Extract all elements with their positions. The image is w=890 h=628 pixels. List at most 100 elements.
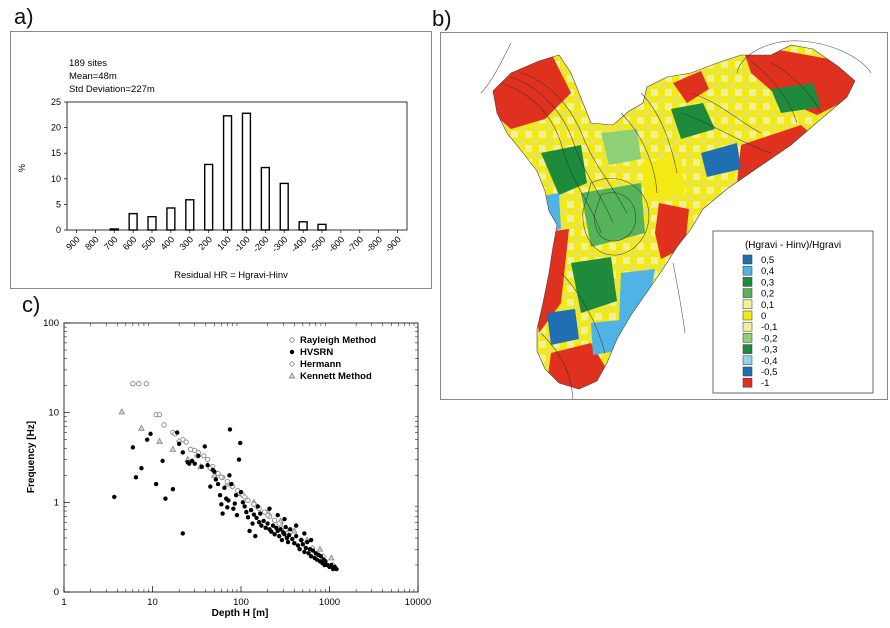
scatter-point-hvsrn bbox=[261, 518, 266, 524]
scatter-point-hvsrn bbox=[282, 532, 287, 537]
scatter-point-hvsrn bbox=[174, 430, 180, 435]
legend-label: 0,4 bbox=[761, 266, 774, 277]
scatter-point-hvsrn bbox=[306, 551, 311, 556]
scatter-point-hvsrn bbox=[189, 458, 195, 464]
scatter-point-hermann bbox=[288, 360, 296, 368]
legend-swatch bbox=[742, 299, 753, 310]
scatter-point-hvsrn bbox=[139, 466, 144, 471]
scatter-point-hermann bbox=[218, 474, 225, 481]
scatter-point-hvsrn bbox=[236, 457, 242, 462]
scatter-point-kennett bbox=[211, 471, 218, 478]
scatter-xtick-label: 1 bbox=[61, 597, 66, 608]
scatter-point-hvsrn bbox=[244, 509, 249, 515]
histogram-bar bbox=[147, 215, 157, 231]
scatter-point-hvsrn bbox=[283, 524, 288, 530]
scatter-point-hvsrn bbox=[205, 462, 210, 468]
scatter-point-hvsrn bbox=[233, 493, 239, 498]
scatter-point-hvsrn bbox=[112, 494, 117, 500]
scatter-point-rayleigh bbox=[156, 412, 163, 418]
scatter-point-hvsrn bbox=[286, 532, 292, 538]
scatter-point-kennett bbox=[316, 545, 324, 552]
legend-label: -0,1 bbox=[761, 322, 777, 333]
histogram-xtick-label: 600 bbox=[121, 234, 139, 252]
histogram-xtick-label: -200 bbox=[251, 234, 271, 254]
scatter-point-hvsrn bbox=[242, 504, 247, 509]
histogram-xtick-label: -700 bbox=[345, 234, 365, 254]
scatter-point-kennett bbox=[328, 554, 335, 561]
legend-swatch bbox=[742, 355, 753, 366]
histogram-xtick-label: 900 bbox=[64, 234, 82, 252]
scatter-point-hvsrn bbox=[202, 444, 208, 449]
map-panel: (Hgravi - Hinv)/Hgravi 0,5 0,4 0,3 0,2 0,1 0-… bbox=[440, 32, 888, 400]
histogram-xtick-label: -500 bbox=[308, 234, 328, 254]
scatter-legend-label: Kennett Method bbox=[300, 371, 372, 382]
scatter-point-hvsrn bbox=[302, 549, 307, 555]
legend-swatch bbox=[742, 321, 753, 332]
scatter-point-hvsrn bbox=[293, 533, 299, 539]
scatter-point-hvsrn bbox=[212, 469, 217, 474]
histogram-bar bbox=[166, 207, 176, 231]
scatter-point-kennett bbox=[288, 372, 296, 379]
map-legend: (Hgravi - Hinv)/Hgravi 0,50,40,30,20,10-… bbox=[712, 230, 874, 394]
histogram-xtick-label: 700 bbox=[102, 234, 120, 252]
histogram-xtick-label: 500 bbox=[140, 234, 158, 252]
scatter-point-kennett bbox=[138, 424, 145, 431]
scatter-point-hvsrn bbox=[323, 559, 328, 564]
scatter-point-hvsrn bbox=[267, 506, 272, 511]
scatter-point-hvsrn bbox=[248, 507, 254, 513]
legend-label: 0,1 bbox=[761, 300, 774, 311]
scatter-panel: Frequency [Hz] Depth H [m] 1 10 100 1000 100… bbox=[0, 300, 440, 623]
scatter-point-hvsrn bbox=[254, 515, 259, 521]
scatter-xlabel: Depth H [m] bbox=[212, 608, 269, 619]
scatter-point-hvsrn bbox=[213, 477, 219, 482]
histogram-bar bbox=[260, 166, 271, 231]
scatter-point-hvsrn bbox=[295, 543, 301, 548]
scatter-point-rayleigh bbox=[161, 422, 167, 428]
panel-label-b: b) bbox=[432, 6, 452, 31]
scatter-point-hvsrn bbox=[297, 547, 302, 552]
scatter-legend-label: Rayleigh Method bbox=[300, 335, 376, 346]
scatter-ytick-label: 0 bbox=[54, 587, 59, 598]
legend-label: 0,2 bbox=[761, 289, 774, 300]
scatter-chart: Frequency [Hz] Depth H [m] 1 10 100 1000 100… bbox=[26, 318, 431, 619]
legend-swatch bbox=[742, 277, 753, 287]
scatter-point-hvsrn bbox=[258, 511, 263, 516]
scatter-point-hermann bbox=[241, 493, 248, 501]
scatter-point-hvsrn bbox=[300, 542, 306, 547]
scatter-point-hvsrn bbox=[148, 431, 153, 437]
scatter-point-hvsrn bbox=[250, 521, 255, 526]
scatter-point-hvsrn bbox=[199, 464, 204, 469]
scatter-ylabel: Frequency [Hz] bbox=[26, 421, 37, 493]
scatter-point-hvsrn bbox=[299, 537, 304, 543]
histogram-ytick-label: 10 bbox=[51, 174, 61, 184]
scatter-ytick-label: 100 bbox=[43, 318, 59, 329]
legend-swatch bbox=[742, 288, 753, 298]
histogram-xtick-label: -100 bbox=[232, 234, 252, 254]
scatter-plot-area bbox=[63, 322, 419, 593]
scatter-point-rayleigh bbox=[261, 509, 268, 515]
scatter-point-hvsrn bbox=[310, 548, 316, 553]
scatter-point-hvsrn bbox=[272, 532, 277, 537]
scatter-point-hvsrn bbox=[187, 461, 192, 466]
histogram-bar bbox=[203, 163, 214, 231]
scatter-legend-label: HVSRN bbox=[300, 347, 333, 358]
scatter-point-hvsrn bbox=[163, 496, 168, 501]
scatter-point-hvsrn bbox=[238, 440, 243, 446]
legend-label: -0,3 bbox=[761, 345, 777, 356]
legend-swatch bbox=[742, 310, 753, 321]
scatter-point-hvsrn bbox=[208, 484, 213, 489]
histogram-xtick-label: -600 bbox=[326, 234, 346, 254]
histogram-bar bbox=[185, 199, 195, 231]
scatter-point-hvsrn bbox=[278, 527, 283, 532]
histogram-bar bbox=[279, 182, 289, 231]
scatter-point-rayleigh bbox=[289, 337, 295, 343]
panel-label-c: c) bbox=[22, 292, 41, 317]
scatter-point-rayleigh bbox=[136, 381, 142, 387]
legend-label: -0,2 bbox=[761, 333, 777, 344]
scatter-point-hvsrn bbox=[245, 515, 251, 520]
scatter-point-rayleigh bbox=[205, 456, 211, 463]
scatter-point-hvsrn bbox=[308, 554, 314, 559]
annotation-sites: 189 sites bbox=[69, 58, 107, 69]
histogram-bar bbox=[317, 223, 327, 231]
legend-swatch bbox=[742, 254, 753, 265]
